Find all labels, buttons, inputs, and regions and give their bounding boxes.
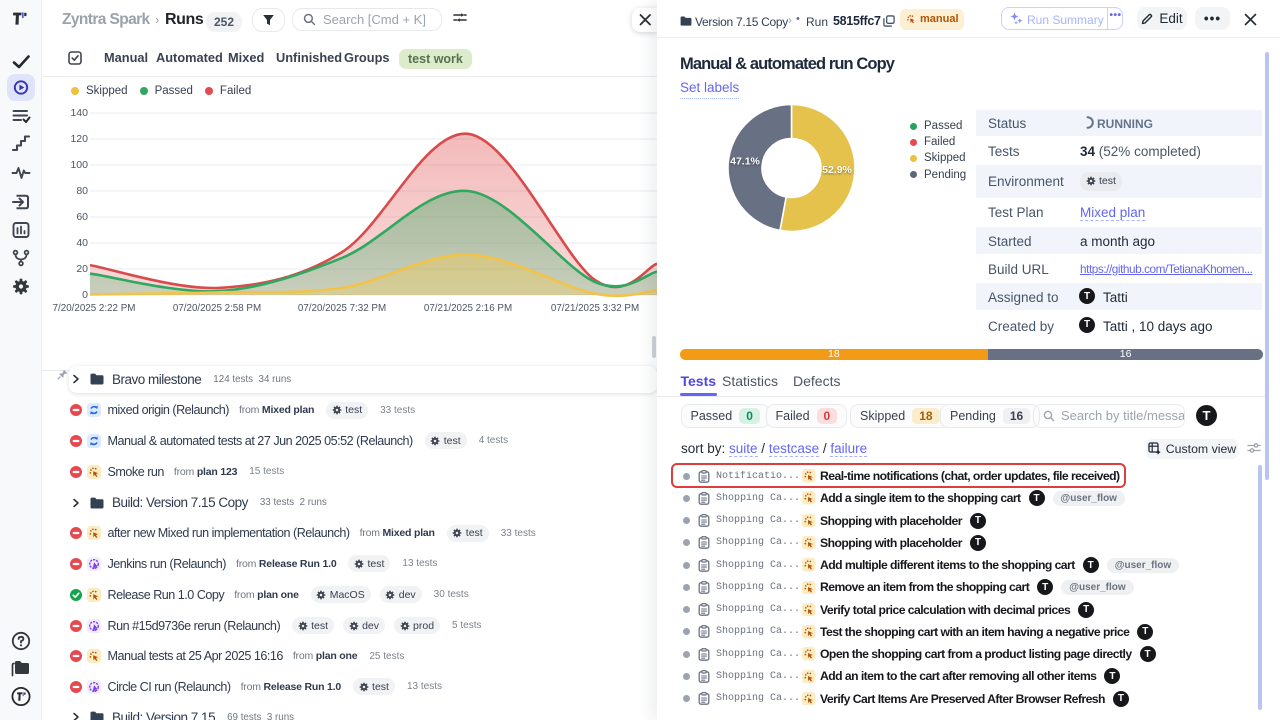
svg-text:52.9%: 52.9% [822, 164, 852, 176]
svg-text:47.1%: 47.1% [730, 156, 760, 168]
